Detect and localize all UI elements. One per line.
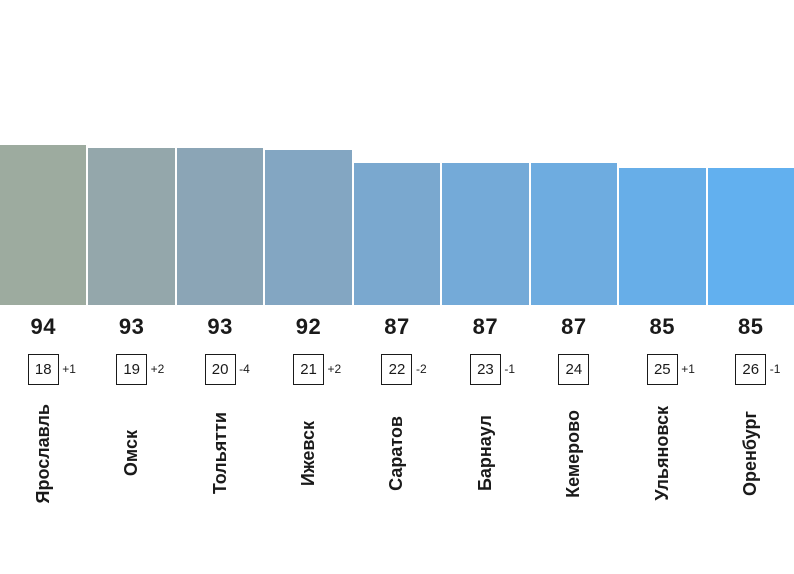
score-label: 85: [737, 314, 764, 339]
bar-area: [176, 0, 264, 305]
city-score-bar: [176, 147, 264, 305]
city-label-area: Омск: [88, 389, 174, 574]
rank-change: +2: [327, 362, 342, 376]
bar-area: [619, 0, 706, 305]
bar-area: [530, 0, 618, 305]
rank-row: 26 -1: [708, 349, 794, 389]
rank-box: 22: [381, 353, 413, 385]
city-name: Кемерово: [563, 409, 584, 498]
city-name: Ульяновск: [651, 406, 672, 501]
rank-change: +2: [150, 362, 165, 376]
city-label-area: Ярославль: [0, 389, 86, 574]
rank-box: 24: [558, 353, 590, 385]
city-score-bar: [530, 162, 618, 305]
score-label: 85: [649, 314, 676, 339]
chart-column-6: 87 23 -1 Барнаул: [442, 0, 529, 574]
rank-change: -2: [415, 362, 427, 376]
city-name: Ярославль: [32, 403, 53, 504]
score-label: 87: [561, 314, 587, 339]
city-score-bar: [442, 162, 529, 305]
city-label-area: Тольятти: [177, 389, 263, 574]
score-label: 87: [384, 314, 410, 339]
city-score-bar: [0, 145, 87, 305]
rank-box: 19: [116, 353, 148, 385]
chart-column-1: 94 18 +1 Ярославль: [0, 0, 87, 574]
city-label-area: Ижевск: [265, 389, 351, 574]
rank-row: 24: [531, 349, 617, 389]
city-name: Тольятти: [209, 412, 230, 495]
city-score-bar: [353, 162, 441, 305]
rank-box: 25: [646, 353, 678, 385]
rank-change: -1: [769, 362, 781, 376]
rank-box: 23: [469, 353, 501, 385]
city-name: Оренбург: [740, 410, 761, 497]
score-label: 87: [472, 314, 499, 339]
chart-column-5: 87 22 -2 Саратов: [353, 0, 441, 574]
rank-change: -1: [504, 362, 516, 376]
rank-change: +1: [681, 362, 695, 376]
bar-area: [353, 0, 441, 305]
chart-column-9: 85 26 -1 Оренбург: [707, 0, 794, 574]
rank-row: 20 -4: [177, 349, 263, 389]
rank-box: 18: [27, 353, 59, 385]
city-name: Саратов: [386, 416, 407, 491]
rank-row: 22 -2: [354, 349, 440, 389]
chart-column-7: 87 24 Кемерово: [530, 0, 618, 574]
bar-area: [88, 0, 175, 305]
score-label: 92: [295, 314, 322, 339]
score-label: 93: [118, 314, 145, 339]
rank-row: 19 +2: [88, 349, 174, 389]
city-score-bar: [619, 167, 706, 305]
city-name: Барнаул: [474, 415, 495, 492]
city-label-area: Кемерово: [531, 389, 617, 574]
rank-change: -4: [239, 362, 250, 376]
rank-change: +1: [62, 362, 76, 376]
rank-box: 20: [204, 353, 236, 385]
chart-column-8: 85 25 +1 Ульяновск: [619, 0, 706, 574]
score-label: 93: [207, 314, 233, 339]
rank-row: 18 +1: [0, 349, 86, 389]
bar-area: [442, 0, 529, 305]
rank-box: 21: [293, 353, 325, 385]
chart-column-3: 93 20 -4 Тольятти: [176, 0, 264, 574]
city-score-bar: [707, 167, 794, 305]
city-label-area: Саратов: [354, 389, 440, 574]
city-name: Омск: [121, 430, 142, 477]
city-label-area: Ульяновск: [619, 389, 705, 574]
city-score-bar: [88, 147, 175, 305]
city-name: Ижевск: [298, 420, 319, 487]
score-label: 94: [30, 314, 56, 339]
bar-area: [0, 0, 87, 305]
bar-area: [265, 0, 352, 305]
city-label-area: Барнаул: [442, 389, 528, 574]
rank-row: 23 -1: [442, 349, 528, 389]
rank-box: 26: [735, 353, 767, 385]
chart-column-2: 93 19 +2 Омск: [88, 0, 175, 574]
rank-row: 25 +1: [619, 349, 705, 389]
chart-column-4: 92 21 +2 Ижевск: [265, 0, 352, 574]
city-label-area: Оренбург: [708, 389, 794, 574]
city-score-bar: [265, 150, 352, 305]
rank-row: 21 +2: [265, 349, 351, 389]
bar-area: [707, 0, 794, 305]
